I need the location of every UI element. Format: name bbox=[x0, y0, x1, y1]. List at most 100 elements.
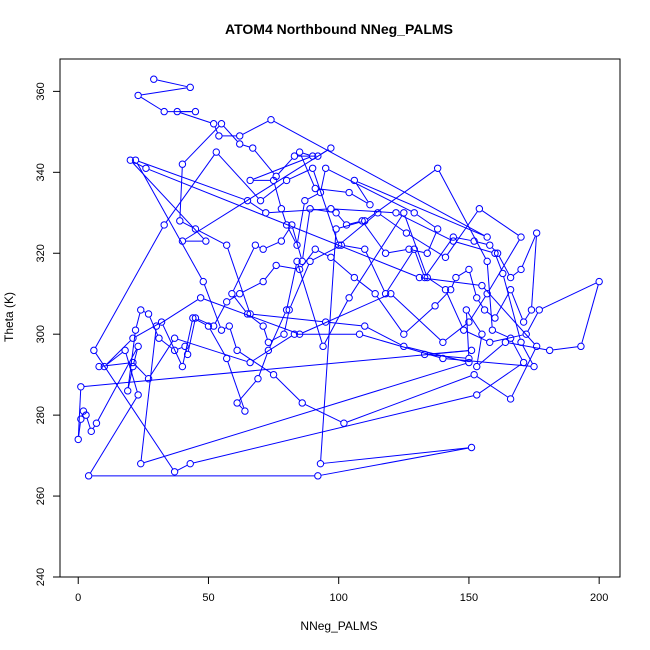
data-point bbox=[173, 107, 181, 116]
data-point bbox=[170, 468, 179, 476]
series-line-segment bbox=[488, 239, 520, 291]
data-point bbox=[519, 358, 528, 367]
data-point bbox=[441, 285, 450, 294]
series-line-segment bbox=[233, 296, 246, 312]
series-line-segment bbox=[479, 344, 504, 365]
data-point bbox=[345, 188, 353, 197]
series-line-segment bbox=[351, 193, 368, 204]
y-tick-label: 340 bbox=[35, 163, 47, 181]
series-line-segment bbox=[337, 215, 345, 223]
data-point bbox=[246, 310, 254, 318]
series-line-segment bbox=[290, 264, 310, 307]
data-point bbox=[298, 257, 306, 266]
data-point bbox=[92, 419, 101, 427]
data-point bbox=[131, 326, 140, 334]
data-point bbox=[129, 358, 137, 367]
series-line-segment bbox=[253, 313, 323, 323]
data-point bbox=[129, 362, 137, 371]
series-line-segment bbox=[187, 321, 196, 352]
series-line-segment bbox=[495, 331, 508, 338]
data-point bbox=[491, 314, 499, 322]
series-line-segment bbox=[135, 323, 159, 337]
data-point bbox=[280, 330, 288, 338]
data-point bbox=[157, 318, 166, 326]
data-point bbox=[381, 249, 390, 257]
series-line-segment bbox=[249, 315, 261, 325]
data-point bbox=[345, 294, 353, 302]
data-point bbox=[517, 338, 525, 346]
data-point bbox=[282, 176, 291, 185]
series-line-segment bbox=[476, 376, 508, 398]
data-point bbox=[499, 269, 507, 278]
data-point bbox=[321, 164, 330, 172]
data-point bbox=[483, 233, 491, 241]
series-line-segment bbox=[284, 313, 289, 331]
series-line-segment bbox=[466, 331, 487, 342]
series-line-segment bbox=[239, 351, 271, 374]
series-line-segment bbox=[95, 227, 163, 348]
series-line-segment bbox=[302, 152, 310, 156]
y-tick-label: 260 bbox=[35, 487, 47, 505]
data-point bbox=[431, 302, 439, 310]
series-line-segment bbox=[281, 211, 287, 222]
series-line-segment bbox=[253, 156, 310, 180]
data-point bbox=[183, 350, 192, 359]
data-point bbox=[493, 249, 502, 257]
y-axis-label: Theta (K) bbox=[2, 292, 16, 342]
data-point bbox=[392, 209, 400, 217]
x-tick-label: 50 bbox=[202, 592, 214, 604]
data-point bbox=[522, 330, 530, 338]
data-point bbox=[308, 152, 317, 160]
data-point bbox=[202, 237, 210, 245]
series-line-segment bbox=[239, 405, 243, 409]
series-line-segment bbox=[264, 267, 275, 280]
series-line-segment bbox=[511, 349, 536, 397]
data-point bbox=[337, 241, 346, 249]
data-point bbox=[400, 330, 408, 338]
y-tick-label: 240 bbox=[35, 568, 47, 586]
series-line-segment bbox=[263, 329, 268, 340]
series-line-segment bbox=[138, 160, 245, 200]
data-point bbox=[415, 273, 424, 282]
data-point bbox=[126, 156, 135, 164]
data-point bbox=[209, 120, 218, 128]
series-line-segment bbox=[527, 312, 539, 332]
data-point bbox=[121, 346, 129, 355]
data-point bbox=[267, 116, 275, 124]
data-point bbox=[433, 164, 442, 172]
data-point bbox=[423, 273, 431, 282]
data-point bbox=[181, 342, 189, 351]
series-layer bbox=[74, 75, 603, 480]
data-point bbox=[95, 362, 103, 371]
series-line-segment bbox=[133, 349, 138, 364]
series-line-segment bbox=[333, 259, 353, 276]
data-point bbox=[212, 148, 220, 156]
data-point bbox=[246, 176, 254, 185]
series-line-segment bbox=[355, 183, 369, 203]
data-point bbox=[465, 265, 473, 274]
series-line-segment bbox=[269, 208, 328, 214]
data-point bbox=[282, 306, 291, 314]
series-line-segment bbox=[275, 376, 301, 401]
series-line-segment bbox=[428, 354, 466, 359]
data-point bbox=[327, 205, 335, 213]
y-tick-label: 300 bbox=[35, 325, 47, 343]
series-line-segment bbox=[328, 169, 412, 212]
series-line-segment bbox=[349, 221, 359, 225]
series-line-segment bbox=[143, 311, 146, 313]
series-line-segment bbox=[393, 295, 441, 341]
series-line-segment bbox=[525, 312, 530, 320]
data-point bbox=[420, 350, 429, 359]
series-line-segment bbox=[227, 361, 245, 408]
data-point bbox=[306, 257, 314, 266]
data-point bbox=[144, 375, 153, 383]
data-point bbox=[483, 257, 491, 266]
series-line-segment bbox=[165, 154, 215, 223]
data-point bbox=[222, 241, 231, 249]
data-point bbox=[269, 370, 278, 379]
series-line-segment bbox=[193, 395, 474, 464]
series-line-segment bbox=[521, 236, 536, 267]
data-point bbox=[233, 346, 241, 355]
data-point bbox=[178, 237, 187, 245]
data-point bbox=[467, 443, 476, 452]
